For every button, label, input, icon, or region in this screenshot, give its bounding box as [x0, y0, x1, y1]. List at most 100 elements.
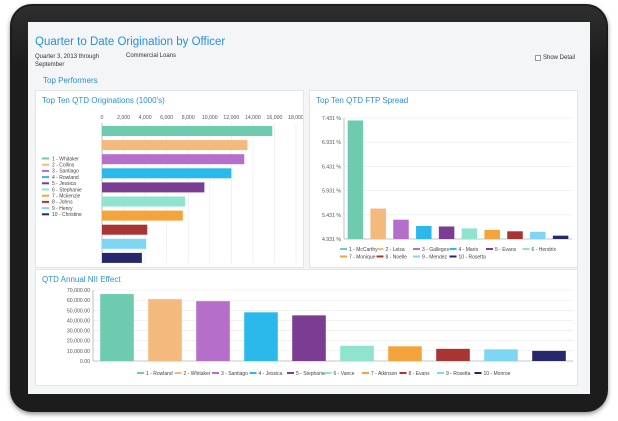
- bar: [370, 208, 386, 239]
- legend-label: 3 - Santiago: [221, 371, 248, 377]
- ftp-spread-chart: 4.931 % 5.431 % 5.931 % 6.431 % 6.931 % 7.431…: [322, 116, 572, 260]
- legend-label: 5 - Stephanie: [296, 371, 326, 377]
- bar: [393, 219, 409, 239]
- legend-label: 2 - Collins: [52, 163, 75, 169]
- x-tick-label: 2,000: [117, 115, 130, 121]
- legend-label: 4 - Mario: [459, 247, 479, 253]
- legend-swatch: [324, 372, 332, 374]
- legend-swatch: [376, 255, 384, 258]
- legend-label: 2 - Whitaker: [184, 371, 211, 377]
- ftp-spread-panel: Top Ten QTD FTP Spread 4.931 % 5.431 % 5.9…: [309, 90, 578, 268]
- y-tick-label: 20,000.00: [67, 339, 90, 345]
- x-tick-label: 18,000: [288, 115, 303, 121]
- y-tick-label: 30,000.00: [67, 329, 90, 335]
- legend-label: 9 - Rosetta: [446, 371, 471, 377]
- section-title: Top Performers: [43, 76, 98, 85]
- legend-label: 8 - Johns: [52, 200, 73, 206]
- originations-chart-title: Top Ten QTD Originations (1000's): [42, 96, 165, 105]
- bar: [292, 315, 326, 361]
- legend-label: 1 - Rowland: [146, 371, 173, 377]
- bar: [102, 196, 185, 207]
- bar: [196, 301, 230, 361]
- legend-label: 5 - Jessica: [52, 181, 76, 187]
- y-tick-label: 0.00: [80, 359, 90, 365]
- bar: [436, 348, 470, 361]
- legend-label: 3 - Santiago: [52, 169, 79, 175]
- bar: [102, 252, 142, 263]
- bar: [530, 231, 546, 239]
- page-title: Quarter to Date Origination by Officer: [35, 36, 226, 48]
- x-tick-label: 12,000: [223, 115, 239, 121]
- legend-label: 2 - Leisa: [386, 247, 405, 253]
- legend-label: 8 - Evans: [409, 371, 431, 377]
- bar: [438, 226, 455, 239]
- y-tick-label: 4.931 %: [322, 237, 341, 243]
- legend-swatch: [174, 372, 182, 374]
- legend-swatch: [42, 194, 49, 197]
- y-tick-label: 40,000.00: [67, 318, 90, 324]
- y-tick-label: 6.931 %: [322, 140, 341, 146]
- legend-label: 7 - Atkinson: [371, 371, 397, 377]
- legend-swatch: [340, 248, 347, 250]
- bar: [340, 345, 374, 361]
- legend-swatch: [42, 213, 49, 216]
- y-tick-label: 6.431 %: [322, 164, 341, 170]
- legend-swatch: [362, 372, 369, 374]
- legend-label: 3 - Gallegos: [422, 247, 449, 253]
- show-detail-checkbox[interactable]: [535, 55, 541, 61]
- legend-swatch: [137, 372, 144, 374]
- bar: [100, 294, 134, 361]
- legend-label: 5 - Evans: [495, 247, 517, 253]
- loan-category: Commercial Loans: [126, 53, 177, 59]
- bar: [552, 235, 569, 239]
- bar: [532, 350, 566, 361]
- y-tick-label: 10,000.00: [67, 349, 90, 355]
- bar: [102, 168, 232, 179]
- bar: [102, 182, 205, 193]
- y-tick-label: 5.431 %: [322, 213, 341, 219]
- bar: [102, 224, 148, 235]
- bar: [347, 120, 364, 239]
- show-detail-label: Show Detail: [543, 55, 576, 61]
- originations-panel: Top Ten QTD Originations (1000's) 0 2,000…: [35, 90, 304, 268]
- legend-swatch: [249, 372, 257, 374]
- originations-chart: 0 2,000 4,000 6,000 8,000 10,000 12,000 14,000 1…: [42, 115, 303, 263]
- legend-swatch: [413, 248, 420, 250]
- legend-label: 4 - Jessica: [259, 371, 283, 377]
- bar: [102, 238, 147, 249]
- legend-label: 8 - Noelle: [386, 254, 408, 260]
- legend-swatch: [413, 255, 420, 258]
- bar: [507, 231, 523, 239]
- legend-swatch: [399, 372, 407, 374]
- legend-label: 10 - Monroe: [484, 371, 511, 377]
- legend-swatch: [42, 188, 49, 191]
- legend-swatch: [42, 157, 49, 160]
- legend-label: 1 - Whitaker: [52, 156, 79, 162]
- period-subtitle: Quarter 3, 2013 through September: [35, 54, 100, 68]
- bar: [461, 228, 478, 239]
- legend-swatch: [522, 248, 530, 250]
- legend-swatch: [42, 169, 49, 172]
- legend-swatch: [474, 372, 482, 374]
- bar: [388, 346, 422, 361]
- show-detail-toggle[interactable]: Show Detail: [535, 55, 575, 61]
- legend-label: 7 - Mckenzie: [52, 194, 81, 200]
- x-tick-label: 14,000: [245, 115, 261, 121]
- legend-label: 10 - Christine: [52, 212, 82, 218]
- nii-effect-panel: QTD Annual NII Effect 0.00 10,000.00 20,00…: [35, 269, 578, 386]
- legend-swatch: [212, 372, 219, 374]
- dashboard-screen: Quarter to Date Origination by Officer Q…: [28, 22, 590, 394]
- bar: [484, 229, 500, 239]
- legend-label: 6 - Stephanie: [52, 187, 82, 193]
- bar: [416, 225, 432, 239]
- legend-label: 9 - Mendez: [422, 254, 448, 260]
- legend-swatch: [287, 372, 294, 374]
- ftp-spread-chart-title: Top Ten QTD FTP Spread: [316, 96, 409, 105]
- y-tick-label: 50,000.00: [67, 308, 90, 314]
- x-tick-label: 6,000: [160, 115, 173, 121]
- x-tick-label: 8,000: [182, 115, 195, 121]
- legend-swatch: [42, 200, 49, 203]
- legend-label: 6 - Hendrix: [532, 247, 557, 253]
- bar: [484, 349, 518, 361]
